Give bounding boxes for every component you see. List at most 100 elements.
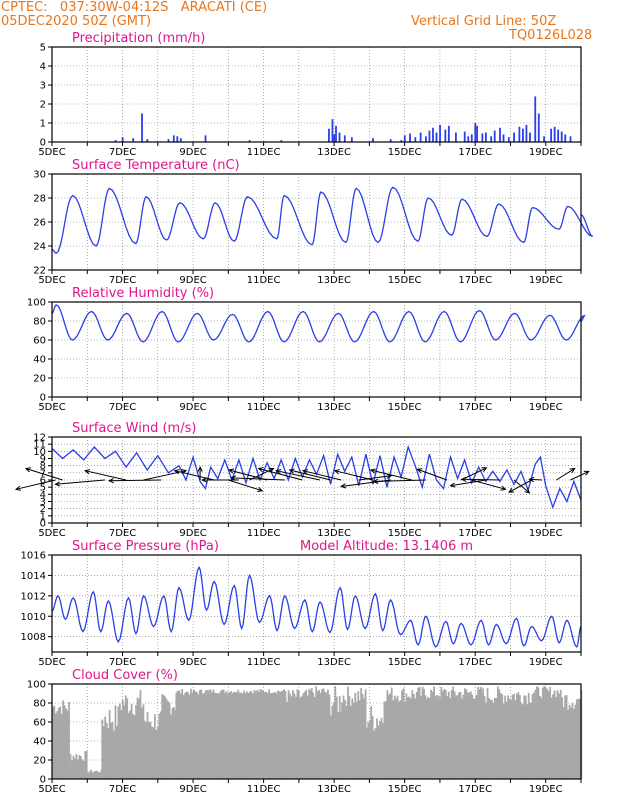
cloud-bar: [133, 715, 136, 779]
wind-arrow: [358, 475, 392, 481]
cloud-bar: [52, 706, 54, 779]
x-tick-label: 17DEC: [458, 275, 492, 286]
cloud-bar: [121, 699, 124, 779]
cloud-bar: [475, 694, 478, 779]
precip-bar: [476, 125, 478, 142]
cloud-bar: [158, 713, 161, 779]
wind-arrow-head: [369, 468, 376, 474]
cloud-bar: [117, 706, 120, 779]
cloud-bar: [395, 698, 398, 779]
cloud-bar: [578, 698, 581, 779]
cloud-bar: [552, 694, 554, 779]
panel-border: [51, 301, 582, 398]
cloud-bar: [237, 689, 240, 779]
cloud-bar: [268, 689, 271, 779]
precip-bar: [447, 125, 450, 142]
cloud-bar: [508, 698, 511, 779]
precip-bar: [372, 138, 374, 142]
cloud-bar: [101, 719, 104, 779]
precip-bar: [409, 133, 411, 142]
cloud-bar: [466, 692, 469, 779]
precip-bar: [522, 128, 524, 142]
precip-bar: [146, 139, 149, 142]
y-tick-label: 5: [40, 483, 46, 494]
x-tick-label: 17DEC: [458, 402, 492, 413]
precip-bar: [141, 113, 143, 142]
cloud-bar: [491, 699, 493, 779]
cloud-bar: [138, 698, 140, 779]
wind-arrow: [370, 469, 412, 481]
panel-title: Surface Temperature (nC): [72, 158, 240, 173]
x-tick-label: 7DEC: [109, 275, 136, 286]
cloud-bar: [124, 695, 127, 779]
cloud-bar: [145, 722, 147, 779]
cloud-bar: [286, 701, 288, 779]
cloud-bar: [290, 696, 293, 779]
cloud-bar: [274, 692, 276, 779]
precip-bar: [493, 130, 496, 142]
y-tick-label: 2: [40, 100, 46, 111]
y-tick-label: 4: [40, 62, 46, 73]
precip-bar: [499, 127, 501, 142]
cloud-bar: [266, 693, 269, 779]
cloud-bar: [258, 691, 260, 779]
wind-arrow-head: [14, 485, 22, 491]
cloud-bar: [187, 692, 189, 779]
cloud-bar: [348, 695, 351, 779]
cloud-bar: [255, 691, 257, 779]
precip-bar: [474, 123, 477, 142]
x-tick-label: 19DEC: [529, 147, 563, 158]
cloud-bar: [492, 703, 495, 779]
y-tick-label: 24: [33, 242, 46, 253]
wind-arrow: [373, 479, 426, 482]
cloud-bar: [498, 689, 501, 779]
cloud-bar: [360, 687, 363, 779]
cloud-bar: [332, 702, 335, 779]
cloud-bar: [447, 691, 450, 779]
x-tick-label: 11DEC: [247, 147, 281, 158]
cloud-bar: [465, 689, 468, 779]
cloud-bar: [335, 696, 338, 779]
cloud-bar: [62, 700, 65, 779]
cloud-bar: [499, 692, 502, 779]
cloud-bar: [281, 690, 284, 779]
cloud-bar: [444, 690, 447, 779]
cloud-bar: [344, 699, 346, 779]
cloud-bar: [431, 691, 434, 779]
cloud-bar: [244, 693, 247, 779]
cloud-bar: [164, 696, 167, 779]
x-tick-label: 9DEC: [179, 657, 206, 668]
cloud-bar: [269, 693, 272, 779]
cloud-bar: [222, 689, 225, 779]
x-tick-label: 5DEC: [38, 275, 65, 286]
cloud-bar: [68, 701, 70, 779]
humidity-line: [51, 304, 586, 343]
cloud-bar: [306, 695, 309, 779]
cloud-bar: [327, 689, 329, 779]
wind-arrow-head: [449, 482, 456, 488]
cloud-bar: [178, 690, 181, 779]
cloud-bar: [149, 722, 152, 779]
precip-bar: [350, 137, 353, 142]
cloud-bar: [316, 691, 319, 779]
y-tick-label: 11: [33, 440, 46, 451]
cloud-bar: [299, 697, 302, 779]
x-tick-label: 5DEC: [38, 402, 65, 413]
cloud-bar: [146, 711, 149, 779]
cloud-bar: [110, 722, 112, 779]
cloud-bar: [313, 696, 316, 779]
cloud-bar: [197, 694, 200, 779]
cloud-bar: [152, 727, 155, 779]
y-tick-label: 40: [33, 355, 46, 366]
precip-bar: [328, 128, 330, 142]
x-tick-label: 19DEC: [529, 784, 563, 795]
cloud-bar: [241, 693, 244, 779]
wind-arrow: [174, 470, 215, 481]
cloud-bar: [468, 692, 471, 779]
wind-arrow: [85, 470, 127, 481]
cloud-bar: [303, 691, 306, 779]
cloud-bar: [302, 693, 305, 779]
y-tick-label: 9: [40, 454, 46, 465]
precip-bar: [428, 130, 431, 142]
cloud-bar: [496, 686, 499, 779]
